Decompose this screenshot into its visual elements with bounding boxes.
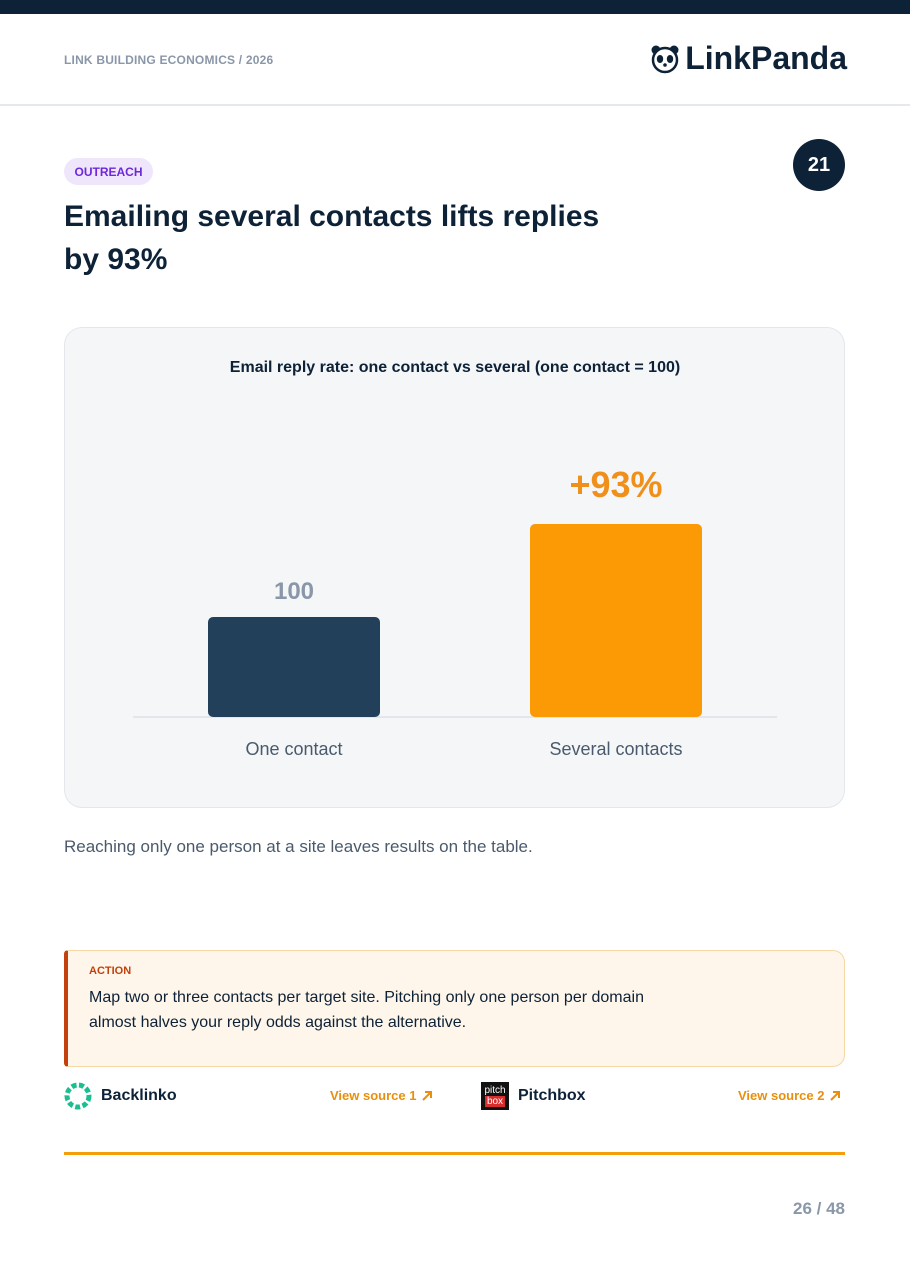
chart-card <box>64 327 845 808</box>
number-badge: 21 <box>793 139 845 191</box>
caption: Reaching only one person at a site leave… <box>64 837 533 856</box>
kicker: LINK BUILDING ECONOMICS / 2026 <box>64 53 274 67</box>
bar <box>208 617 380 717</box>
source-name: Backlinko <box>101 1087 177 1104</box>
brand: LinkPanda <box>651 40 847 77</box>
top-bar <box>0 0 910 14</box>
title: Emailing several contacts lifts replies … <box>64 195 599 281</box>
value-label: +93% <box>569 464 662 505</box>
link-arrow <box>830 1090 841 1101</box>
value-label: 100 <box>274 578 314 605</box>
x-tick-label: One contact <box>245 739 342 759</box>
action-box <box>64 950 845 1067</box>
source: pitch box Pitchbox <box>481 1082 586 1110</box>
logo-text: box <box>484 1096 506 1107</box>
title-line: by 93% <box>64 243 168 276</box>
source-name: Pitchbox <box>518 1087 586 1104</box>
action-label: ACTION <box>89 965 132 977</box>
source-icon <box>64 1082 92 1110</box>
link-arrow <box>422 1090 433 1101</box>
brand-icon <box>651 45 679 73</box>
source: Backlinko <box>64 1082 177 1110</box>
source-icon: pitch box <box>481 1082 509 1110</box>
header-rule <box>0 104 910 106</box>
tag: OUTREACH <box>64 158 153 185</box>
logo-text: pitch <box>484 1085 506 1096</box>
source-link-text[interactable]: View source 1 <box>330 1088 417 1103</box>
title-line: Emailing several contacts lifts replies <box>64 200 600 233</box>
page-number: 26 / 48 <box>793 1199 845 1218</box>
action-text: Map two or three contacts per target sit… <box>89 989 644 1031</box>
source-link[interactable]: View source 1 <box>330 1088 433 1103</box>
x-tick-label: Several contacts <box>549 739 682 759</box>
chart-title: Email reply rate: one contact vs several… <box>229 359 681 376</box>
source-link[interactable]: View source 2 <box>738 1088 841 1103</box>
source-link-text[interactable]: View source 2 <box>738 1088 825 1103</box>
chart: 100 One contact +93% Several contacts <box>133 464 777 759</box>
bar <box>530 524 702 717</box>
footer-rule <box>64 1152 845 1155</box>
brand-name: LinkPanda <box>685 40 847 76</box>
